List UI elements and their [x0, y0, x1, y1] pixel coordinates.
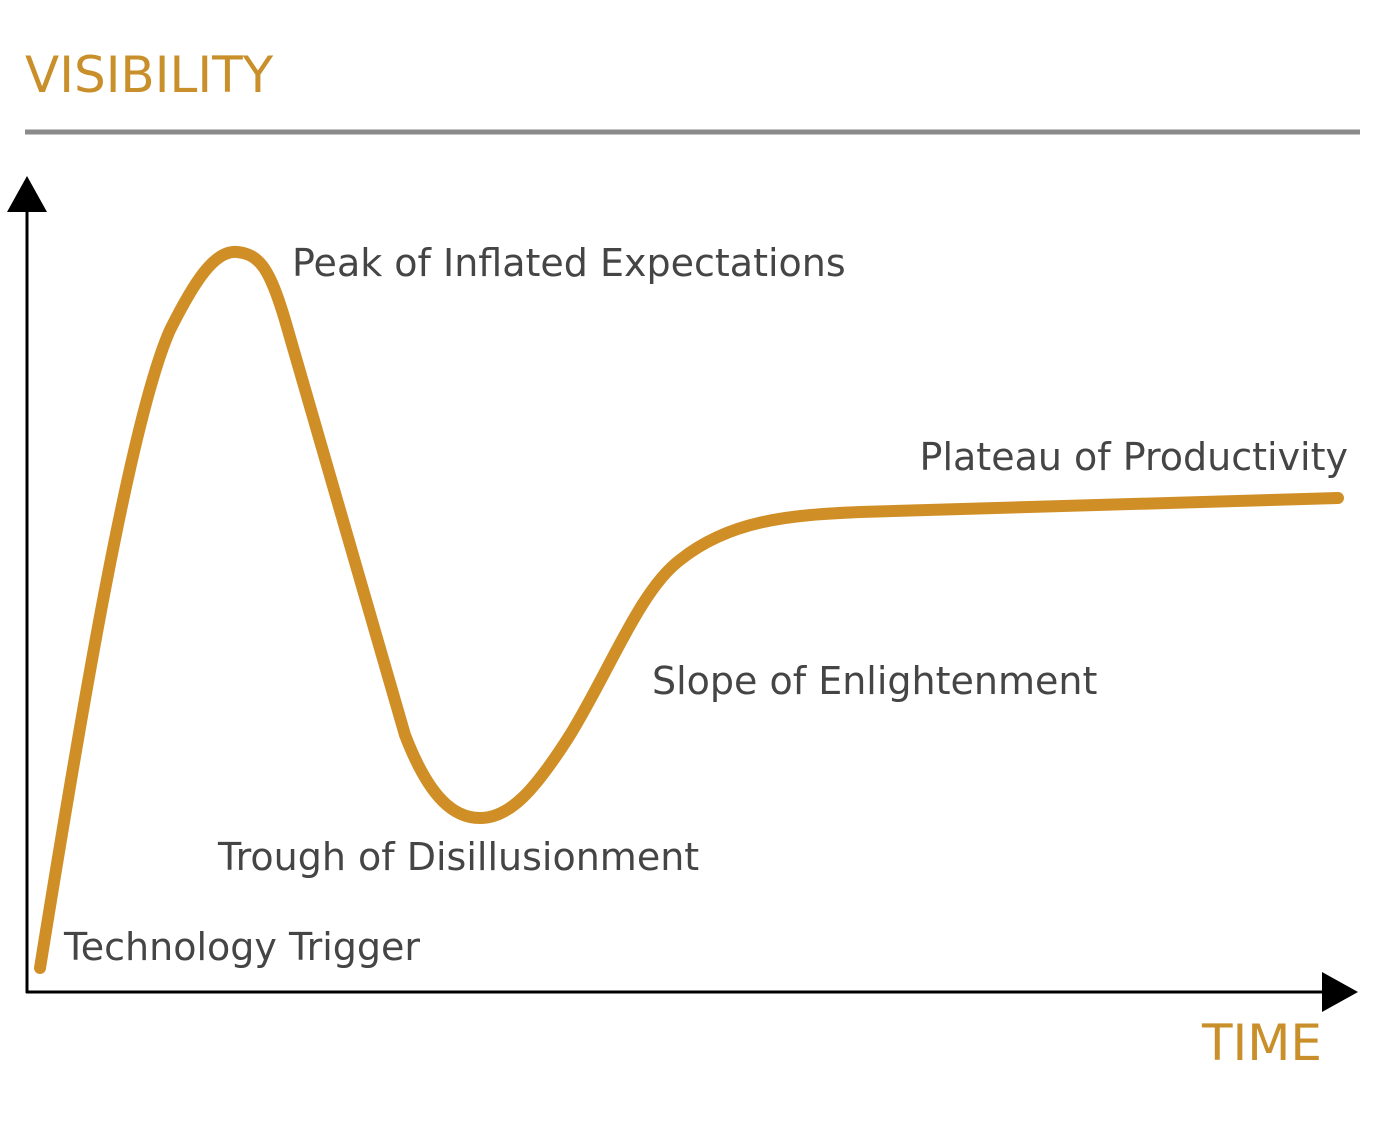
y-axis-title: VISIBILITY [25, 46, 274, 104]
x-axis-title: TIME [1201, 1014, 1322, 1072]
phase-label: Trough of Disillusionment [217, 835, 699, 879]
phase-label: Technology Trigger [63, 925, 420, 969]
phase-label: Slope of Enlightenment [652, 659, 1097, 703]
phase-label: Peak of Inflated Expectations [292, 241, 846, 285]
hype-curve [34, 245, 1344, 974]
x-axis-arrow [1322, 972, 1358, 1012]
y-axis-arrow [7, 176, 47, 212]
phase-label: Plateau of Productivity [920, 435, 1348, 479]
